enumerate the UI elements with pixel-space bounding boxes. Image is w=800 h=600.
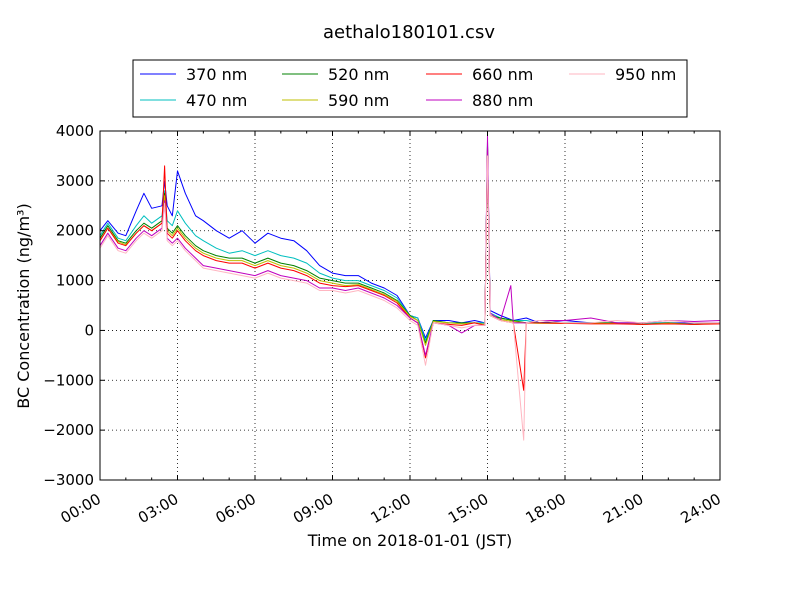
y-tick-label: 1000 [56, 272, 94, 290]
y-axis-label: BC Concentration (ng/m³) [14, 203, 33, 408]
legend-entry-label: 660 nm [472, 65, 533, 84]
legend-entry-label: 880 nm [472, 91, 533, 110]
series-lines [99, 135, 721, 441]
y-tick-label: 2000 [56, 222, 94, 240]
y-tick-label: 4000 [56, 122, 94, 140]
y-tick-label: −2000 [43, 421, 94, 439]
legend-frame [132, 59, 688, 118]
legend-entry-label: 950 nm [615, 65, 676, 84]
legend-entry-label: 470 nm [186, 91, 247, 110]
series-line-950-nm [99, 155, 720, 441]
y-tick-label: −1000 [43, 371, 94, 389]
legend-entry-label: 370 nm [186, 65, 247, 84]
grid [100, 131, 720, 480]
legend-entry-label: 520 nm [328, 65, 389, 84]
legend: 370 nm 470 nm 520 nm 590 nm 660 nm 880 nm 950 … [132, 59, 688, 118]
plot-frame [99, 130, 721, 481]
series-line-660-nm [99, 145, 721, 391]
chart-title: aethalo180101.csv [323, 22, 495, 43]
y-tick-label: 3000 [56, 172, 94, 190]
x-axis-label: Time on 2018-01-01 (JST) [307, 531, 512, 550]
legend-entry-label: 590 nm [328, 91, 389, 110]
y-tick-label: 0 [84, 321, 94, 339]
y-tick-label: −3000 [43, 471, 94, 489]
